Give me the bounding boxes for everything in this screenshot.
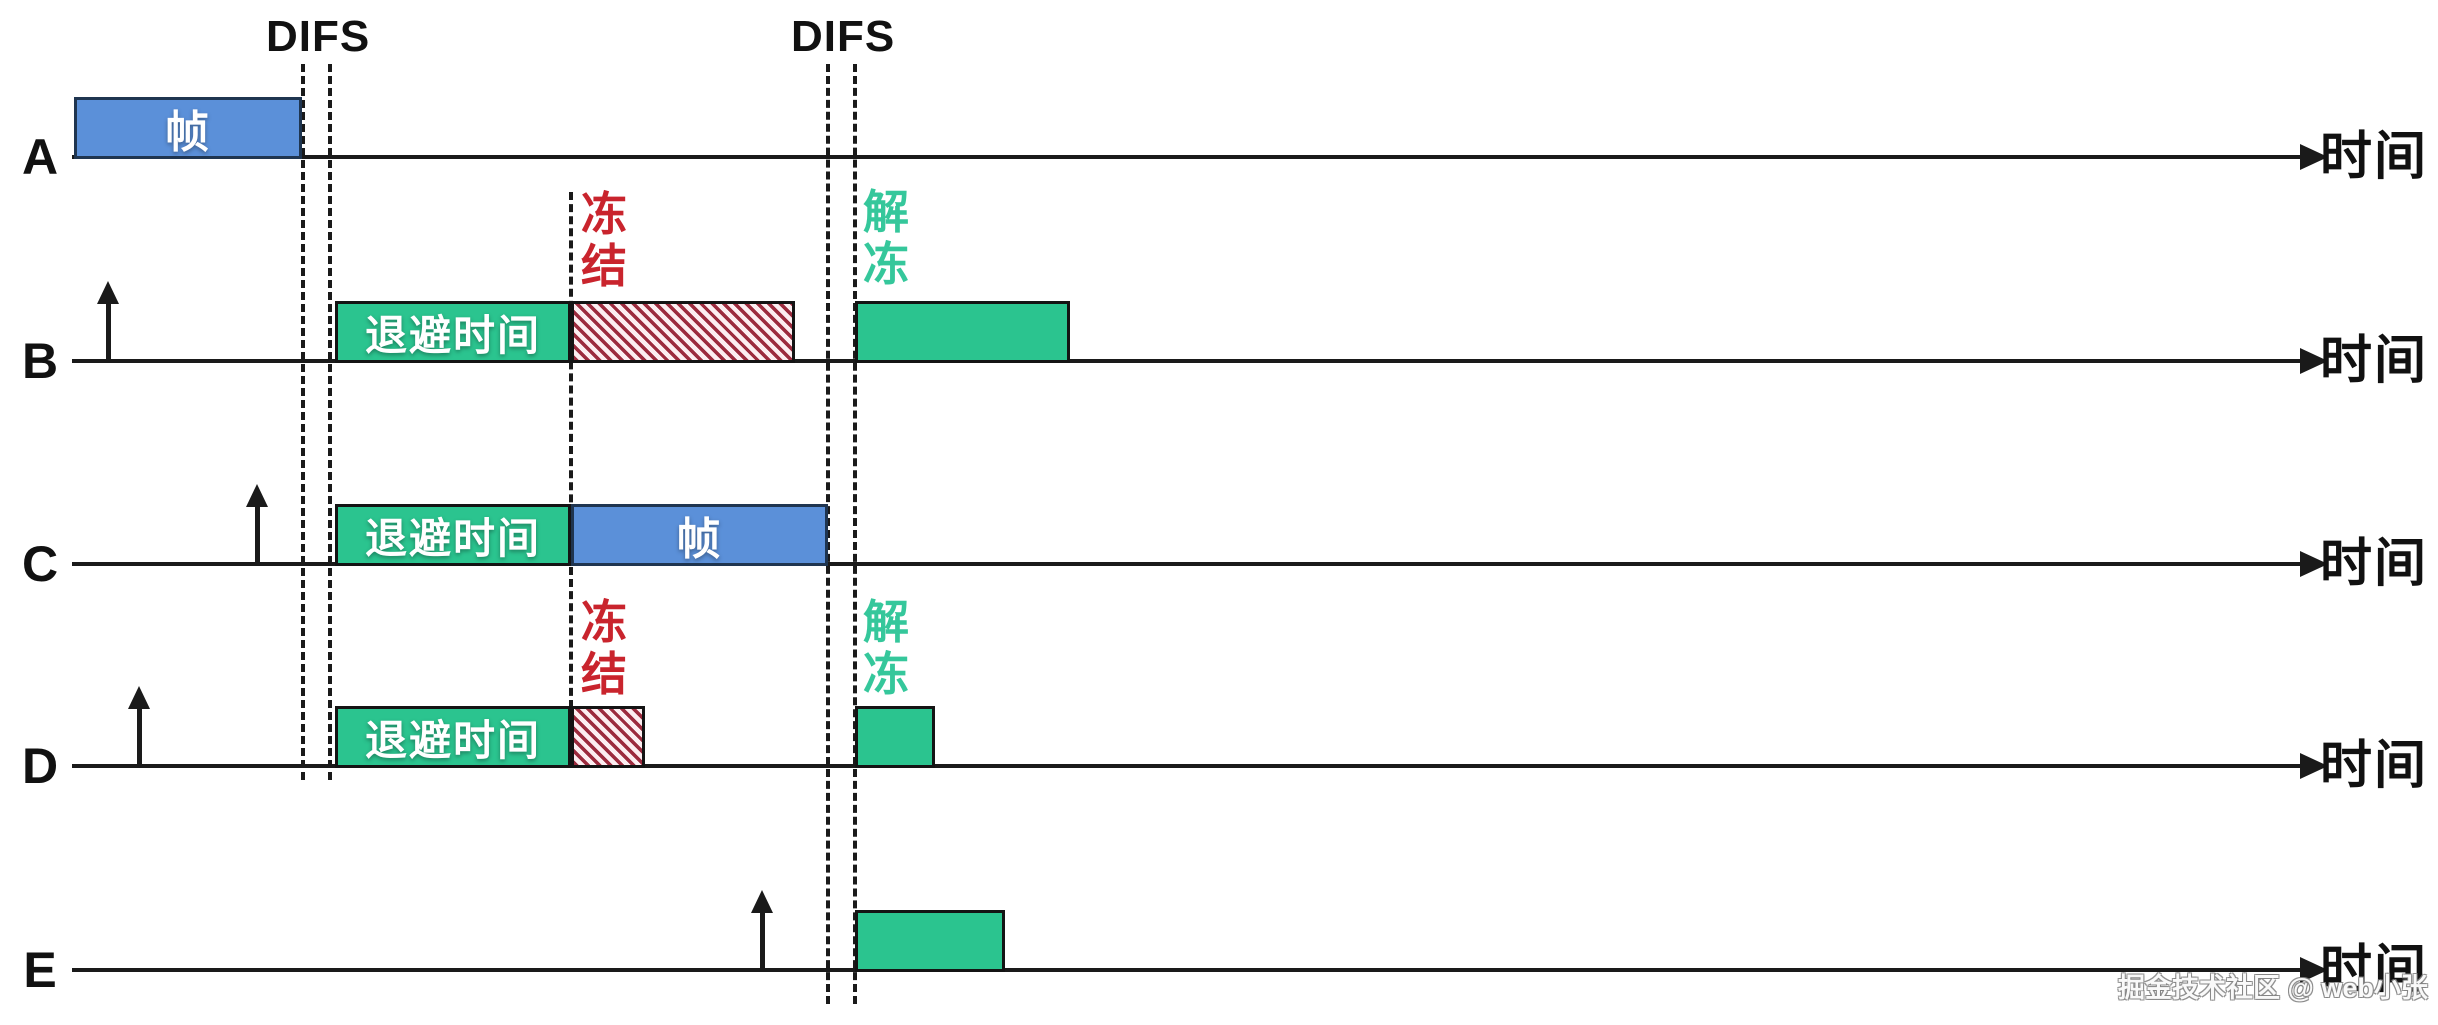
- arrival-arrow-b-stem: [106, 303, 111, 361]
- backoff-c-label: 退避时间: [364, 514, 541, 562]
- frame-c-label: 帧: [676, 515, 723, 564]
- timeline-c: [72, 562, 2304, 566]
- difs2-dashed-line-start: [826, 64, 830, 1004]
- resumed-backoff-d-box: [855, 706, 935, 768]
- station-label-a: A: [21, 129, 59, 185]
- timeline-b-arrowhead: [2300, 348, 2328, 374]
- resumed-backoff-b-box: [855, 301, 1070, 363]
- difs2-dashed-line-end: [853, 64, 857, 1004]
- station-label-b: B: [21, 333, 59, 389]
- backoff-b-label: 退避时间: [364, 311, 541, 359]
- time-label-b: 时间: [2320, 332, 2429, 390]
- timeline-c-arrowhead: [2300, 551, 2328, 577]
- timeline-e-arrowhead: [2300, 957, 2328, 983]
- arrival-arrow-d-stem: [137, 708, 142, 766]
- difs-label-1: DIFS: [266, 12, 371, 61]
- unfreeze-label-b: 解冻: [863, 186, 909, 290]
- arrival-arrow-c-stem: [255, 506, 260, 564]
- watermark: 掘金技术社区 @ web小张: [2118, 973, 2428, 1003]
- timeline-d-arrowhead: [2300, 753, 2328, 779]
- timeline-a-arrowhead: [2300, 144, 2328, 170]
- frozen-b-box: [571, 301, 795, 363]
- frame-a-box: 帧: [74, 97, 302, 159]
- backoff-c-box: 退避时间: [335, 504, 571, 566]
- station-label-e: E: [23, 942, 57, 998]
- unfreeze-label-d: 解冻: [863, 596, 909, 700]
- arrival-arrow-e-stem: [760, 912, 765, 970]
- difs-label-2: DIFS: [791, 12, 896, 61]
- time-label-d: 时间: [2320, 737, 2429, 795]
- time-label-e: 时间: [2320, 941, 2429, 999]
- arrival-arrow-e-icon: [751, 890, 773, 913]
- frame-a-label: 帧: [165, 108, 211, 157]
- timeline-a: [72, 155, 2304, 159]
- timeline-d: [72, 764, 2304, 768]
- transmit-e-box: [855, 910, 1005, 972]
- freeze-label-d: 冻结: [581, 596, 627, 700]
- timeline-b: [72, 359, 2304, 363]
- backoff-b-box: 退避时间: [335, 301, 571, 363]
- backoff-d-box: 退避时间: [335, 706, 571, 768]
- frame-c-box: 帧: [571, 504, 828, 566]
- arrival-arrow-d-icon: [128, 686, 150, 709]
- time-label-c: 时间: [2320, 535, 2429, 593]
- timeline-e: [72, 968, 2304, 972]
- arrival-arrow-c-icon: [246, 484, 268, 507]
- freeze-label-b: 冻结: [581, 188, 627, 292]
- difs1-dashed-line-start: [301, 64, 305, 780]
- backoff-d-label: 退避时间: [364, 716, 541, 764]
- freeze-dashed-line: [569, 192, 573, 708]
- station-label-d: D: [21, 738, 59, 794]
- difs1-dashed-line-end: [328, 64, 332, 780]
- station-label-c: C: [21, 536, 59, 592]
- frozen-d-box: [571, 706, 645, 768]
- time-label-a: 时间: [2320, 128, 2429, 186]
- arrival-arrow-b-icon: [97, 281, 119, 304]
